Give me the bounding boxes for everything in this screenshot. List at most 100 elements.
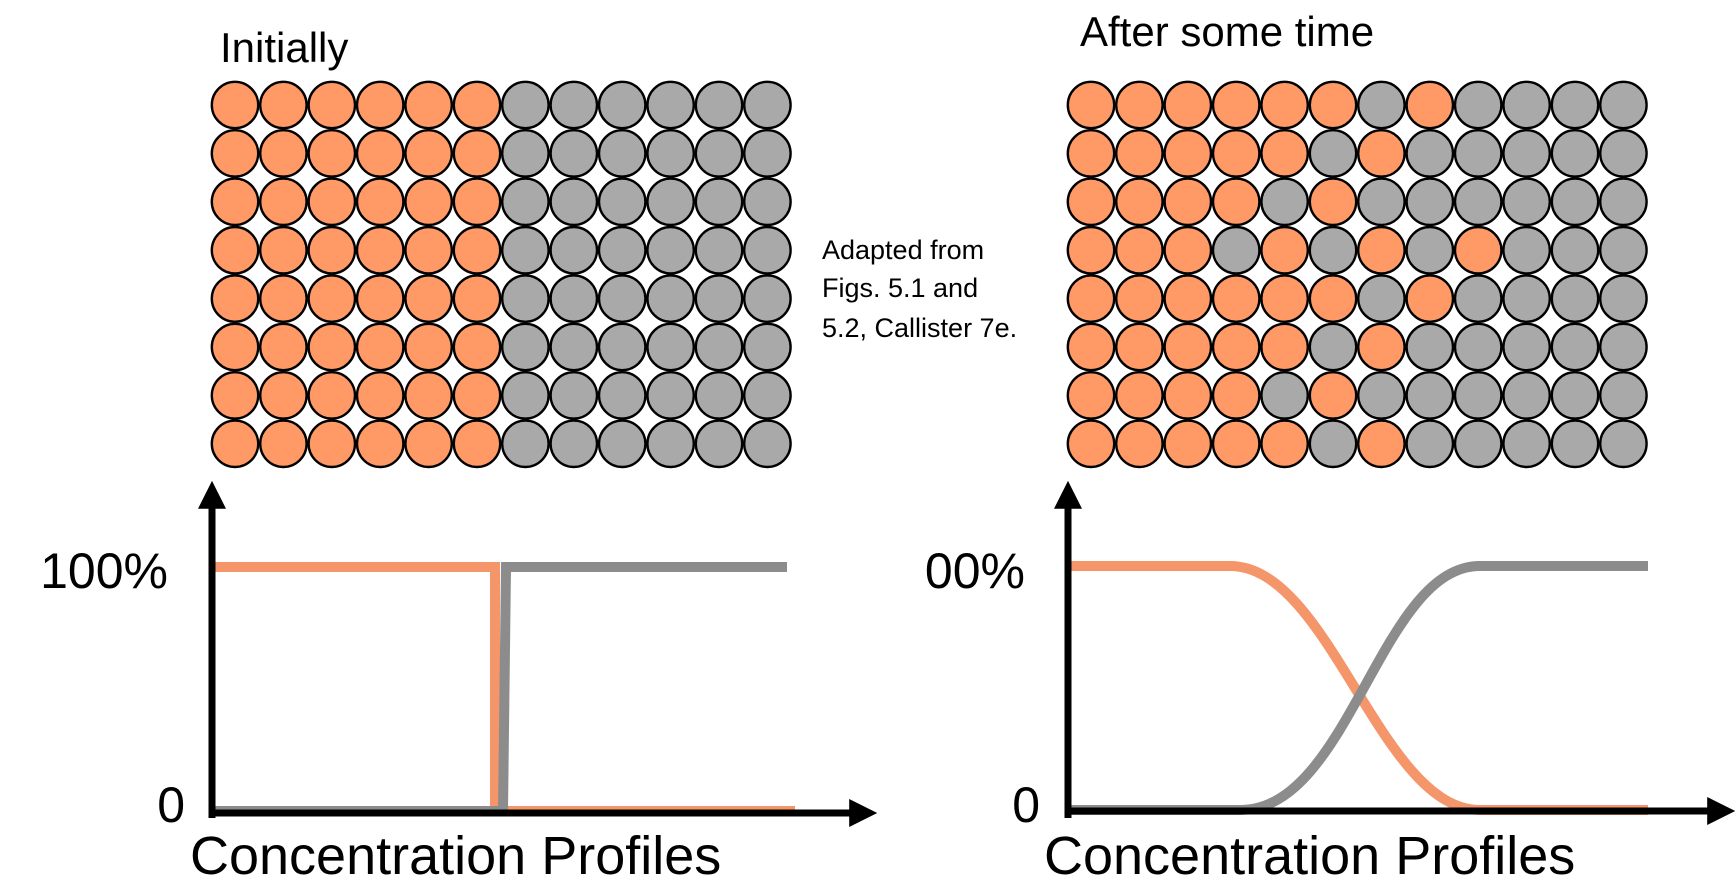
left-nickel-atom [743, 177, 792, 227]
left-copper-atom [307, 274, 357, 323]
left-copper-atom [258, 177, 308, 227]
right-nickel-atom [1405, 177, 1455, 227]
right-copper-atom [1115, 177, 1164, 227]
right-atom-grid [1066, 80, 1648, 469]
right-copper-atom [1066, 322, 1116, 372]
right-nickel-atom [1453, 177, 1503, 227]
right-nickel-atom [1599, 80, 1648, 130]
left-copper-atom [307, 177, 357, 227]
figure-credit: Adapted from Figs. 5.1 and 5.2, Calliste… [822, 235, 1017, 343]
right-y-label-100: 00% [925, 543, 1025, 599]
right-copper-atom [1163, 419, 1213, 469]
left-nickel-atom [597, 80, 647, 130]
right-nickel-atom [1453, 419, 1503, 469]
left-nickel-atom [694, 419, 744, 469]
right-copper-atom [1163, 322, 1213, 372]
left-nickel-atom [597, 322, 647, 372]
left-nickel-atom [743, 128, 792, 178]
right-copper-atom [1308, 274, 1358, 323]
right-copper-atom [1066, 419, 1116, 469]
left-concentration-plot: 100% 0 Concentration Profiles [40, 480, 878, 883]
right-nickel-atom [1357, 274, 1406, 323]
left-copper-atom [307, 80, 357, 130]
left-nickel-atom [549, 128, 599, 178]
right-copper-atom [1211, 177, 1261, 227]
left-copper-atom [258, 225, 308, 275]
left-nickel-atom [501, 128, 550, 178]
right-nickel-atom [1502, 370, 1552, 420]
right-copper-atom [1405, 80, 1455, 130]
right-nickel-atom [1308, 128, 1358, 178]
left-copper-atom [404, 177, 453, 227]
left-copper-atom [452, 419, 502, 469]
left-nickel-atom [501, 322, 550, 372]
left-nickel-atom [694, 370, 744, 420]
left-copper-atom [210, 128, 260, 178]
right-nickel-atom [1308, 225, 1358, 275]
right-nickel-atom [1260, 177, 1310, 227]
right-nickel-atom [1599, 274, 1648, 323]
right-nickel-atom [1260, 370, 1310, 420]
right-copper-atom [1211, 322, 1261, 372]
right-copper-atom [1115, 128, 1164, 178]
right-nickel-atom [1550, 419, 1600, 469]
left-nickel-atom [549, 80, 599, 130]
left-nickel-atom [646, 322, 695, 372]
left-copper-atom [355, 80, 405, 130]
right-copper-atom [1066, 225, 1116, 275]
right-nickel-atom [1502, 322, 1552, 372]
left-copper-atom [404, 322, 453, 372]
left-caption: Initially [220, 24, 348, 71]
right-nickel-atom [1405, 128, 1455, 178]
left-copper-atom [355, 322, 405, 372]
left-copper-atom [452, 370, 502, 420]
right-copper-atom [1115, 225, 1164, 275]
right-concentration-plot: 00% 0 Concentration Profiles [925, 480, 1736, 883]
left-nickel-atom [694, 225, 744, 275]
right-copper-atom [1066, 177, 1116, 227]
left-nickel-atom [597, 177, 647, 227]
left-nickel-atom [694, 128, 744, 178]
left-copper-atom [452, 322, 502, 372]
right-copper-atom [1066, 128, 1116, 178]
right-copper-atom [1115, 419, 1164, 469]
right-nickel-atom [1405, 370, 1455, 420]
left-copper-atom [210, 177, 260, 227]
left-nickel-atom [743, 274, 792, 323]
left-nickel-atom [646, 177, 695, 227]
left-copper-atom [210, 80, 260, 130]
right-copper-atom [1260, 419, 1310, 469]
right-nickel-atom [1599, 128, 1648, 178]
right-x-title: Concentration Profiles [1044, 826, 1575, 883]
left-nickel-atom [501, 177, 550, 227]
right-copper-atom [1115, 322, 1164, 372]
right-nickel-atom [1357, 80, 1406, 130]
left-copper-atom [452, 274, 502, 323]
left-nickel-profile [214, 562, 787, 816]
left-nickel-atom [694, 80, 744, 130]
right-nickel-atom [1599, 419, 1648, 469]
right-copper-atom [1163, 225, 1213, 275]
left-copper-atom [210, 419, 260, 469]
left-nickel-atom [597, 225, 647, 275]
left-x-title: Concentration Profiles [190, 826, 721, 883]
left-nickel-atom [646, 225, 695, 275]
credit-line-1: Adapted from [822, 235, 984, 265]
right-copper-atom [1115, 274, 1164, 323]
right-nickel-atom [1502, 177, 1552, 227]
left-nickel-atom [597, 274, 647, 323]
left-copper-atom [404, 80, 453, 130]
left-copper-atom [404, 225, 453, 275]
right-nickel-atom [1405, 322, 1455, 372]
left-nickel-atom [501, 419, 550, 469]
right-nickel-atom [1550, 80, 1600, 130]
left-copper-atom [210, 225, 260, 275]
right-nickel-atom [1550, 274, 1600, 323]
right-nickel-atom [1502, 419, 1552, 469]
left-panel: Initially 100% 0 Concentration Profiles [40, 24, 878, 883]
right-nickel-atom [1405, 419, 1455, 469]
right-copper-atom [1357, 225, 1406, 275]
right-nickel-atom [1550, 177, 1600, 227]
right-copper-atom [1163, 80, 1213, 130]
right-nickel-atom [1599, 370, 1648, 420]
